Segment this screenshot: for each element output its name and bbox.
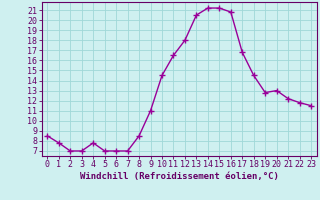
X-axis label: Windchill (Refroidissement éolien,°C): Windchill (Refroidissement éolien,°C) [80, 172, 279, 181]
